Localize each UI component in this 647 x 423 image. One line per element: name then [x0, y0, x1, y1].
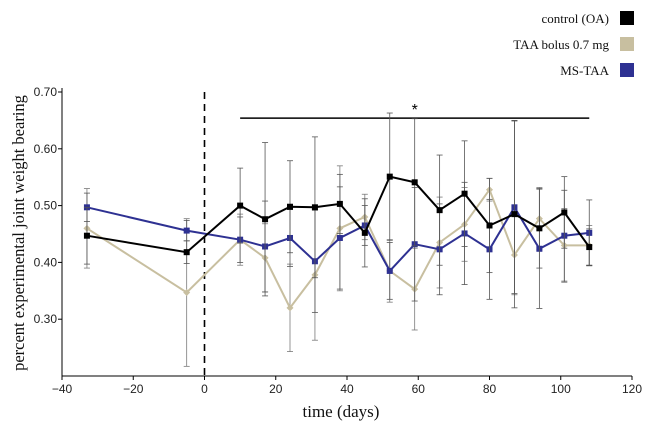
x-tick-label: −40 [52, 382, 73, 396]
data-point [511, 211, 518, 218]
legend-swatch [620, 11, 634, 25]
series-0 [83, 112, 593, 309]
data-point [183, 249, 190, 256]
y-tick-label: 0.70 [34, 85, 58, 99]
data-point [561, 209, 568, 216]
data-point [436, 207, 443, 214]
data-point [536, 225, 543, 232]
x-tick-label: 80 [483, 382, 497, 396]
data-point [336, 200, 343, 207]
x-tick-label: 40 [340, 382, 354, 396]
x-tick-label: 100 [551, 382, 571, 396]
legend-label: control (OA) [541, 11, 609, 26]
data-point [386, 267, 393, 274]
y-tick-label: 0.40 [34, 255, 58, 269]
x-tick-label: 60 [412, 382, 426, 396]
legend-swatch [620, 37, 634, 51]
legend-label: TAA bolus 0.7 mg [513, 37, 609, 52]
data-point [262, 216, 269, 223]
y-tick-label: 0.60 [34, 142, 58, 156]
data-point [386, 173, 393, 180]
y-axis-title: percent experimental joint weight bearin… [9, 95, 28, 371]
data-point [361, 229, 368, 236]
x-ticks: −40 −20 0 20 40 60 80 100 120 [52, 376, 642, 396]
x-tick-label: 20 [269, 382, 283, 396]
x-tick-label: −20 [123, 382, 144, 396]
data-point [411, 179, 418, 186]
x-axis-title: time (days) [303, 402, 380, 421]
x-tick-label: 120 [622, 382, 642, 396]
data-point [311, 204, 318, 211]
series-1 [83, 165, 593, 367]
y-tick-label: 0.50 [34, 199, 58, 213]
plot-area: * [83, 92, 593, 376]
data-point [183, 227, 190, 234]
y-tick-label: 0.30 [34, 312, 58, 326]
data-point [486, 222, 493, 229]
y-ticks: 0.30 0.40 0.50 0.60 0.70 [34, 85, 62, 326]
data-point [586, 244, 593, 251]
significance-marker: * [412, 102, 418, 119]
legend-swatch [620, 63, 634, 77]
data-point [287, 203, 293, 210]
data-point [237, 202, 244, 209]
data-point [183, 289, 191, 297]
x-tick-label: 0 [201, 382, 208, 396]
legend: control (OA) TAA bolus 0.7 mg MS-TAA [513, 11, 634, 78]
data-point [461, 190, 468, 197]
data-point [83, 232, 90, 239]
legend-label: MS-TAA [560, 63, 609, 78]
data-point [286, 304, 294, 312]
data-point [336, 234, 343, 241]
